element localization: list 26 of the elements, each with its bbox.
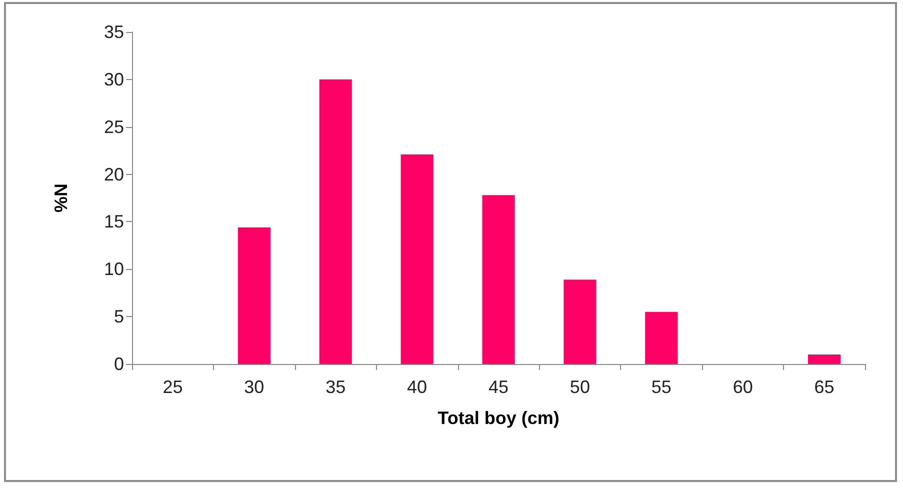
- x-tick-label: 30: [244, 377, 264, 397]
- bar: [645, 312, 678, 364]
- bar: [319, 79, 352, 364]
- y-tick-label: 30: [104, 69, 124, 90]
- y-tick-label: 5: [114, 306, 124, 327]
- x-tick-label: 60: [732, 377, 753, 397]
- bar: [400, 154, 434, 364]
- y-tick-label: 0: [114, 354, 124, 374]
- x-tick-label: 35: [326, 377, 346, 397]
- y-axis-title: %N: [51, 183, 71, 213]
- y-tick-label: 25: [104, 116, 124, 137]
- x-tick-label: 45: [488, 377, 509, 397]
- bar: [238, 227, 270, 364]
- y-tick-label: 10: [104, 259, 124, 280]
- bar: [482, 195, 515, 364]
- bar: [808, 354, 841, 364]
- y-tick-label: 20: [104, 164, 124, 184]
- y-tick-label: 35: [104, 22, 124, 42]
- bar: [564, 280, 596, 364]
- x-axis-title: Total boy (cm): [438, 408, 560, 428]
- y-tick-label: 15: [104, 212, 124, 232]
- x-tick-label: 65: [814, 377, 834, 397]
- x-tick-label: 40: [407, 377, 428, 397]
- x-tick-label: 25: [162, 377, 183, 397]
- x-tick-label: 55: [651, 377, 672, 397]
- x-tick-label: 50: [570, 377, 590, 397]
